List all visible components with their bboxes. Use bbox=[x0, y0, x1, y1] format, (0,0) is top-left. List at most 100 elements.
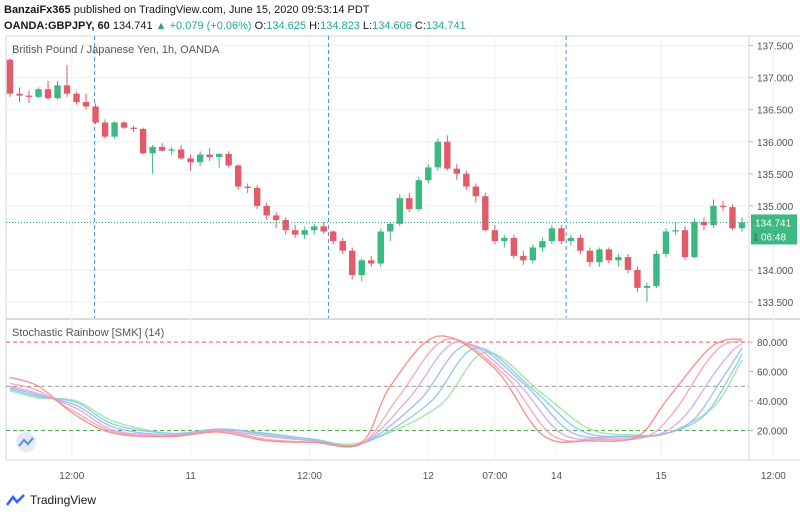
candle-body bbox=[82, 102, 90, 107]
price-tick-label: 134.000 bbox=[757, 266, 794, 277]
low-value: 134.606 bbox=[372, 20, 412, 32]
candle-body bbox=[396, 198, 403, 224]
stochastic-levels bbox=[6, 341, 749, 432]
candle-body bbox=[577, 237, 584, 251]
indicator-logo-icon bbox=[16, 432, 36, 452]
indicator-tick-label: 40.000 bbox=[757, 397, 788, 408]
grid bbox=[5, 35, 800, 461]
countdown-label: 06:48 bbox=[761, 232, 786, 243]
candle-body bbox=[558, 228, 565, 242]
candle-body bbox=[691, 221, 698, 258]
candle-body bbox=[710, 205, 717, 226]
open-label: O: bbox=[254, 20, 267, 32]
candle-body bbox=[168, 149, 175, 151]
candle-body bbox=[482, 196, 489, 231]
candle-body bbox=[472, 186, 480, 197]
time-tick-label: 15 bbox=[656, 471, 668, 482]
candle-body bbox=[596, 249, 603, 263]
candle-body bbox=[567, 237, 575, 242]
indicator-tick-label: 20.000 bbox=[757, 427, 788, 438]
high-label: H: bbox=[309, 20, 321, 32]
candle-body bbox=[501, 237, 508, 242]
candle-body bbox=[149, 146, 156, 154]
publisher-line: BanzaiFx365 published on TradingView.com… bbox=[4, 2, 466, 18]
candle-body bbox=[339, 241, 346, 251]
candle-body bbox=[244, 186, 251, 188]
candle-body bbox=[700, 221, 708, 226]
candle-body bbox=[605, 249, 613, 261]
stochastic-rainbow-lines bbox=[9, 335, 743, 448]
time-tick-label: 14 bbox=[551, 471, 563, 482]
candle-body bbox=[539, 241, 546, 248]
candle-body bbox=[101, 122, 109, 137]
stochastic-rainbow-line bbox=[9, 335, 743, 448]
countdown-badge bbox=[751, 229, 797, 245]
candle-body bbox=[196, 154, 204, 163]
price-tick-label: 135.500 bbox=[757, 170, 794, 181]
candle-body bbox=[158, 146, 166, 151]
session-break-lines bbox=[94, 36, 567, 318]
close-label: C: bbox=[414, 20, 426, 32]
candle-body bbox=[253, 187, 261, 206]
candle-body bbox=[586, 250, 594, 263]
indicator-title: Stochastic Rainbow [SMK] (14) bbox=[12, 327, 164, 339]
candle-body bbox=[444, 141, 451, 169]
close-value: 134.741 bbox=[425, 20, 466, 32]
price-tick-label: 137.000 bbox=[757, 74, 794, 85]
main-chart-title: British Pound / Japanese Yen, 1h, OANDA bbox=[12, 44, 220, 56]
candle-body bbox=[206, 154, 213, 158]
candle-body bbox=[301, 230, 308, 235]
candle-body bbox=[35, 89, 42, 97]
candle-body bbox=[387, 223, 394, 232]
candle-body bbox=[520, 255, 527, 261]
candle-body bbox=[63, 85, 71, 94]
candle-body bbox=[491, 230, 499, 242]
footer: TradingView bbox=[6, 492, 96, 508]
candle-body bbox=[92, 106, 99, 123]
price-tick-label: 136.500 bbox=[757, 106, 794, 117]
candle-body bbox=[139, 128, 147, 154]
candle-body bbox=[453, 168, 461, 174]
publisher-name: BanzaiFx365 bbox=[4, 4, 71, 16]
candle-body bbox=[406, 198, 413, 210]
candle-body bbox=[615, 257, 622, 261]
symbol-ohlc-line: OANDA:GBPJPY, 60 134.741 ▲ +0.079 (+0.06… bbox=[4, 18, 466, 34]
candle-body bbox=[434, 141, 441, 168]
candle-body bbox=[177, 149, 185, 159]
candle-body bbox=[624, 257, 632, 270]
axes: 137.500 137.000 136.500 136.000 135.500 135.0… bbox=[59, 42, 797, 482]
stochastic-rainbow-line bbox=[9, 338, 743, 448]
time-tick-label: 12:00 bbox=[761, 471, 786, 482]
indicator-tick-label: 80.000 bbox=[757, 338, 788, 349]
tradingview-logo-icon bbox=[6, 494, 25, 506]
candle-body bbox=[330, 231, 337, 242]
candle-body bbox=[377, 231, 384, 264]
candle-body bbox=[320, 226, 327, 232]
change-arrow-icon: ▲ bbox=[155, 20, 167, 32]
indicator-tick-label: 60.000 bbox=[757, 368, 788, 379]
candle-body bbox=[187, 158, 194, 163]
time-tick-label: 12:00 bbox=[297, 471, 322, 482]
last-price-badge-label: 134.741 bbox=[755, 218, 792, 229]
candle-body bbox=[263, 205, 270, 216]
time-tick-label: 07:00 bbox=[482, 471, 507, 482]
candle-body bbox=[634, 269, 641, 288]
candle-body bbox=[225, 153, 232, 166]
candle-body bbox=[463, 173, 470, 187]
published-text: published on TradingView.com, June 15, 2… bbox=[73, 4, 370, 16]
symbol-label[interactable]: OANDA:GBPJPY, 60 bbox=[4, 20, 110, 32]
candle-body bbox=[130, 127, 137, 129]
candle-body bbox=[548, 228, 556, 242]
candle-body bbox=[653, 253, 660, 286]
open-value: 134.625 bbox=[266, 20, 307, 32]
time-tick-label: 12 bbox=[423, 471, 435, 482]
candle-body bbox=[643, 285, 651, 288]
price-tick-label: 136.000 bbox=[757, 138, 794, 149]
candle-body bbox=[73, 93, 80, 103]
countdown-prefix: 1 bbox=[753, 232, 759, 243]
candle-body bbox=[111, 122, 118, 137]
candle-body bbox=[510, 237, 518, 256]
chart-header: BanzaiFx365 published on TradingView.com… bbox=[4, 2, 466, 34]
candle-body bbox=[25, 95, 33, 97]
